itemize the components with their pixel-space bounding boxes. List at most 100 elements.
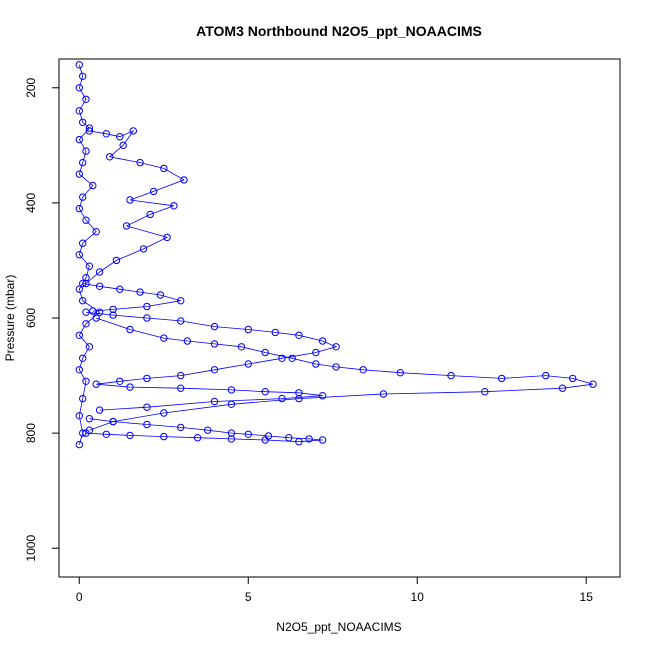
- data-point: [312, 360, 320, 368]
- data-point: [261, 436, 269, 444]
- data-point: [210, 397, 219, 406]
- data-point: [318, 436, 327, 444]
- data-point: [204, 426, 212, 434]
- data-point: [79, 158, 87, 167]
- data-point: [75, 440, 84, 449]
- y-tick-label: 600: [24, 308, 38, 328]
- data-point: [261, 388, 269, 396]
- data-point: [82, 308, 90, 316]
- data-point: [75, 204, 84, 213]
- data-point: [85, 127, 94, 135]
- y-tick-label: 1000: [24, 535, 38, 562]
- data-point: [180, 176, 188, 184]
- data-point: [79, 297, 87, 305]
- data-point: [227, 429, 236, 437]
- data-point: [332, 363, 340, 371]
- data-point: [163, 233, 171, 242]
- series-2: [82, 127, 188, 288]
- y-tick-label: 200: [24, 77, 38, 97]
- y-axis: 200 400 600 800 1000: [24, 77, 60, 562]
- data-point: [82, 429, 90, 437]
- data-point: [95, 282, 104, 290]
- data-point: [79, 354, 87, 362]
- data-point: [136, 158, 144, 167]
- data-point: [143, 302, 151, 311]
- data-point: [95, 308, 104, 316]
- data-point: [109, 417, 117, 426]
- data-point: [160, 409, 168, 417]
- data-point: [79, 118, 87, 127]
- y-tick-label: 800: [24, 423, 38, 443]
- data-point: [177, 423, 185, 432]
- series-6: [79, 279, 185, 315]
- data-point: [160, 164, 168, 173]
- data-point: [558, 384, 567, 392]
- data-point: [193, 434, 202, 442]
- data-point: [295, 394, 303, 403]
- data-point: [82, 147, 90, 155]
- data-point: [542, 371, 550, 380]
- data-point: [295, 438, 303, 446]
- data-point: [160, 334, 168, 342]
- data-point: [85, 343, 94, 351]
- data-point: [85, 262, 94, 270]
- data-point: [285, 434, 293, 442]
- data-point: [79, 394, 87, 403]
- y-axis-label: Pressure (mbar): [3, 275, 17, 362]
- data-point: [79, 279, 87, 288]
- data-point: [119, 141, 127, 150]
- data-point: [82, 320, 90, 328]
- data-point: [79, 72, 87, 81]
- data-point: [109, 305, 117, 314]
- data-point: [146, 210, 154, 219]
- data-point: [82, 274, 90, 282]
- data-point: [75, 366, 84, 374]
- data-point: [447, 371, 455, 380]
- data-point: [210, 322, 219, 331]
- data-point: [261, 348, 269, 357]
- data-point: [75, 61, 84, 69]
- data-point: [109, 311, 117, 319]
- data-point: [569, 374, 577, 383]
- data-point: [112, 256, 121, 265]
- data-point: [79, 239, 87, 247]
- data-point: [379, 390, 388, 398]
- series-3: [85, 314, 597, 434]
- x-tick-label: 10: [411, 590, 425, 604]
- data-point: [102, 430, 111, 438]
- data-point: [136, 288, 144, 296]
- data-point: [183, 337, 192, 345]
- data-point: [143, 403, 151, 411]
- chart-title: ATOM3 Northbound N2O5_ppt_NOAACIMS: [196, 23, 482, 39]
- x-tick-label: 5: [245, 590, 252, 604]
- data-point: [116, 377, 124, 385]
- data-point: [396, 369, 404, 377]
- data-point: [116, 285, 124, 293]
- series-line: [82, 283, 181, 312]
- data-point: [75, 412, 84, 420]
- data-point: [271, 328, 279, 337]
- data-point: [210, 366, 219, 374]
- data-point: [122, 222, 131, 230]
- series-1: [75, 61, 104, 449]
- series-line: [85, 311, 338, 411]
- data-point: [498, 374, 506, 383]
- series-line: [89, 317, 594, 431]
- data-point: [359, 366, 367, 374]
- data-point: [481, 388, 489, 396]
- data-point: [129, 127, 138, 135]
- data-point: [332, 343, 340, 351]
- x-axis-label: N2O5_ppt_NOAACIMS: [276, 620, 401, 634]
- data-point: [210, 340, 219, 348]
- data-point: [177, 297, 185, 305]
- data-point: [75, 170, 84, 178]
- data-point: [82, 95, 90, 104]
- series-5: [82, 415, 327, 446]
- data-point: [75, 285, 84, 293]
- data-point: [305, 435, 313, 443]
- data-point: [102, 130, 111, 138]
- data-point: [95, 268, 104, 276]
- data-point: [126, 431, 134, 440]
- data-point: [89, 181, 97, 190]
